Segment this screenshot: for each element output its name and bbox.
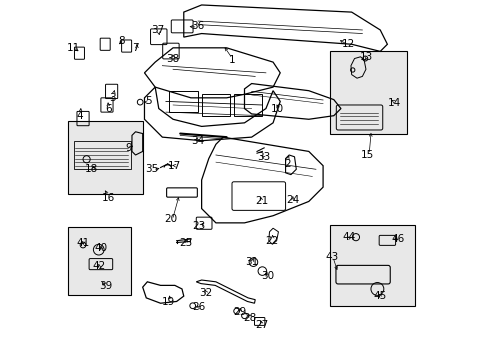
Text: 45: 45 (373, 291, 386, 301)
Text: 39: 39 (99, 282, 112, 292)
Text: 7: 7 (132, 43, 139, 53)
Text: 40: 40 (94, 243, 107, 253)
Text: 17: 17 (168, 161, 181, 171)
Text: 20: 20 (164, 214, 178, 224)
Text: 30: 30 (261, 271, 274, 282)
Text: 4: 4 (76, 111, 82, 121)
Text: 34: 34 (190, 136, 203, 146)
FancyBboxPatch shape (329, 225, 414, 306)
Text: 21: 21 (255, 197, 268, 206)
Text: 27: 27 (255, 320, 268, 330)
Bar (201, 94, 230, 116)
Text: 28: 28 (243, 312, 256, 323)
FancyBboxPatch shape (329, 51, 406, 134)
Text: 18: 18 (85, 164, 98, 174)
FancyBboxPatch shape (68, 227, 131, 295)
Text: 14: 14 (387, 98, 400, 108)
Text: 43: 43 (325, 252, 338, 262)
Text: 46: 46 (391, 234, 404, 244)
Text: 1: 1 (228, 55, 235, 65)
Text: 31: 31 (244, 257, 258, 267)
Text: 11: 11 (67, 43, 80, 53)
Text: 37: 37 (151, 25, 164, 35)
Text: 38: 38 (165, 54, 179, 64)
Text: 12: 12 (341, 39, 354, 49)
Text: 29: 29 (233, 307, 246, 317)
Text: 6: 6 (105, 104, 112, 113)
Text: 35: 35 (145, 164, 158, 174)
Text: 33: 33 (257, 152, 270, 162)
Bar (233, 94, 262, 116)
FancyBboxPatch shape (68, 121, 143, 194)
Text: 41: 41 (76, 238, 89, 248)
Text: 32: 32 (199, 288, 212, 297)
Text: 25: 25 (179, 238, 192, 248)
Text: 16: 16 (101, 193, 114, 203)
Text: 24: 24 (285, 195, 299, 204)
Text: 19: 19 (162, 297, 175, 307)
Text: 3: 3 (109, 93, 115, 103)
Text: 42: 42 (92, 261, 105, 271)
Text: 9: 9 (125, 143, 131, 153)
Text: 36: 36 (190, 21, 203, 31)
Text: 10: 10 (271, 104, 284, 113)
Text: 15: 15 (360, 150, 374, 160)
Text: 2: 2 (284, 159, 290, 169)
Bar (169, 91, 198, 112)
Text: 8: 8 (118, 36, 124, 46)
Text: 13: 13 (359, 52, 372, 62)
Text: 26: 26 (192, 302, 205, 312)
Text: 5: 5 (144, 96, 151, 107)
Text: 44: 44 (342, 232, 355, 242)
Text: 23: 23 (192, 221, 205, 231)
Text: 22: 22 (265, 236, 279, 246)
